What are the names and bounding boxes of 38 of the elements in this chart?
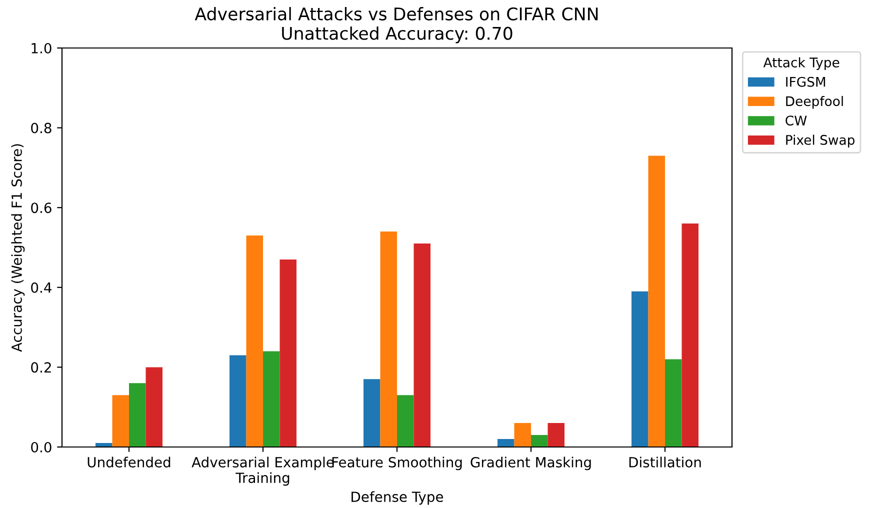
bar [682,224,698,447]
x-axis-title: Defense Type [352,491,444,505]
x-tick-label: Feature Smoothing [332,456,462,470]
legend-label: CW [786,116,807,126]
legend-label: IFGSM [786,76,826,87]
bar [632,291,648,447]
bar [280,259,296,447]
bar [414,244,430,447]
bar [531,435,548,447]
bar [129,383,146,447]
bar [230,355,246,447]
x-tick-label: Gradient Masking [470,456,591,470]
bar [548,423,564,447]
legend-label: Deepfool [786,96,843,109]
bar [112,395,129,447]
bar [397,395,414,447]
y-tick-label: 0.0 [31,442,52,452]
y-tick-label: 1.0 [32,42,52,54]
y-tick-label: 0.6 [31,202,52,214]
bar [648,156,665,447]
bar [263,351,280,447]
y-tick-label: 0.8 [31,122,52,134]
legend-label: Pixel Swap [786,134,854,148]
bar [246,236,263,447]
x-tick-label: Distillation [629,456,701,468]
y-axis-title: Accuracy (Weighted F1 Score) [11,144,25,352]
x-tick-label: Undefended [88,456,170,468]
bar [665,359,682,447]
bar [146,367,162,447]
legend-title: Attack Type [763,57,840,70]
bar [498,439,514,447]
y-tick-label: 0.2 [31,362,51,373]
bar [380,232,397,447]
bar [514,423,531,447]
y-tick-label: 0.4 [31,282,52,293]
x-tick-label: Adversarial Example Training [192,456,334,486]
bar [364,379,380,447]
chart-title: Adversarial Attacks vs Defenses on CIFAR CNN Unattacked Accuracy: 0.70 [194,7,598,44]
